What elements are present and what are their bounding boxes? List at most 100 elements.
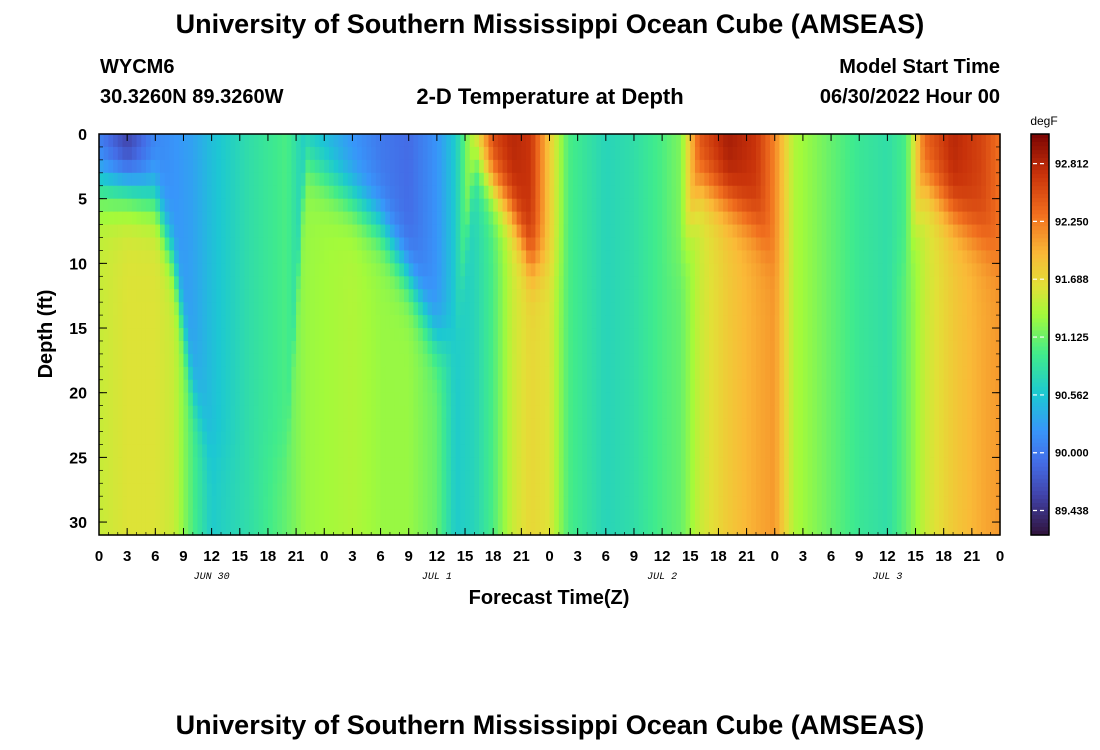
heatmap-cell bbox=[380, 483, 386, 497]
heatmap-cell bbox=[727, 237, 734, 252]
heatmap-cell bbox=[239, 509, 246, 523]
heatmap-cell bbox=[282, 483, 288, 497]
heatmap-cell bbox=[755, 302, 762, 316]
heatmap-cell bbox=[770, 509, 776, 523]
heatmap-cell bbox=[141, 483, 147, 497]
heatmap-cell bbox=[662, 172, 668, 187]
heatmap-cell bbox=[666, 237, 673, 252]
heatmap-cell bbox=[450, 250, 457, 264]
heatmap-cell bbox=[826, 211, 832, 226]
heatmap-cell bbox=[774, 276, 781, 290]
heatmap-cell bbox=[324, 496, 330, 510]
heatmap-cell bbox=[446, 134, 452, 148]
heatmap-cell bbox=[160, 366, 166, 381]
heatmap-cell bbox=[685, 289, 691, 303]
heatmap-cell bbox=[169, 315, 175, 329]
heatmap-cell bbox=[511, 276, 518, 290]
heatmap-cell bbox=[263, 483, 269, 497]
heatmap-cell bbox=[558, 134, 565, 148]
heatmap-cell bbox=[760, 315, 766, 329]
heatmap-cell bbox=[610, 159, 616, 174]
heatmap-cell bbox=[737, 224, 743, 239]
heatmap-cell bbox=[474, 159, 480, 174]
heatmap-cell bbox=[436, 134, 443, 148]
heatmap-cell bbox=[601, 366, 607, 381]
heatmap-cell bbox=[375, 392, 382, 407]
heatmap-cell bbox=[812, 250, 818, 264]
heatmap-cell bbox=[690, 250, 696, 264]
heatmap-cell bbox=[408, 366, 415, 381]
heatmap-cell bbox=[178, 353, 185, 368]
heatmap-cell bbox=[601, 457, 607, 471]
heatmap-cell bbox=[648, 134, 654, 148]
heatmap-cell bbox=[202, 509, 208, 523]
heatmap-cell bbox=[713, 172, 720, 187]
heatmap-cell bbox=[530, 444, 537, 458]
heatmap-cell bbox=[413, 496, 419, 510]
heatmap-cell bbox=[300, 315, 307, 329]
heatmap-cell bbox=[765, 185, 771, 200]
heatmap-cell bbox=[338, 211, 344, 226]
heatmap-cell bbox=[812, 509, 818, 523]
heatmap-cell bbox=[699, 444, 705, 458]
heatmap-cell bbox=[685, 457, 691, 471]
heatmap-cell bbox=[436, 353, 443, 368]
heatmap-cell bbox=[282, 159, 288, 174]
heatmap-cell bbox=[727, 353, 734, 368]
heatmap-cell bbox=[596, 340, 602, 355]
heatmap-cell bbox=[582, 405, 588, 420]
heatmap-cell bbox=[662, 405, 668, 420]
heatmap-cell bbox=[357, 289, 363, 303]
heatmap-cell bbox=[338, 366, 344, 381]
heatmap-cell bbox=[741, 392, 748, 407]
heatmap-cell bbox=[835, 496, 842, 510]
heatmap-cell bbox=[221, 340, 227, 355]
heatmap-cell bbox=[108, 522, 114, 536]
heatmap-cell bbox=[835, 444, 842, 458]
heatmap-cell bbox=[441, 483, 447, 497]
heatmap-cell bbox=[221, 496, 227, 510]
heatmap-cell bbox=[413, 172, 419, 187]
heatmap-cell bbox=[404, 198, 410, 213]
heatmap-cell bbox=[474, 418, 480, 433]
heatmap-cell bbox=[192, 134, 199, 148]
heatmap-cell bbox=[784, 172, 790, 187]
heatmap-cell bbox=[319, 172, 325, 187]
heatmap-cell bbox=[122, 289, 128, 303]
heatmap-cell bbox=[258, 198, 264, 213]
heatmap-cell bbox=[389, 418, 396, 433]
heatmap-cell bbox=[239, 302, 246, 316]
heatmap-cell bbox=[704, 211, 710, 226]
heatmap-cell bbox=[103, 263, 109, 277]
heatmap-cell bbox=[770, 392, 776, 407]
heatmap-cell bbox=[784, 418, 790, 433]
heatmap-cell bbox=[408, 470, 415, 484]
heatmap-cell bbox=[755, 250, 762, 264]
heatmap-cell bbox=[713, 353, 720, 368]
heatmap-cell bbox=[835, 366, 842, 381]
heatmap-cell bbox=[694, 172, 701, 187]
heatmap-cell bbox=[770, 496, 776, 510]
heatmap-cell bbox=[432, 418, 438, 433]
heatmap-cell bbox=[521, 328, 527, 342]
heatmap-cell bbox=[188, 289, 194, 303]
heatmap-cell bbox=[239, 289, 246, 303]
heatmap-cell bbox=[521, 405, 527, 420]
heatmap-cell bbox=[587, 134, 593, 148]
heatmap-cell bbox=[174, 302, 180, 316]
heatmap-cell bbox=[117, 418, 124, 433]
heatmap-cell bbox=[615, 328, 621, 342]
heatmap-cell bbox=[422, 483, 429, 497]
heatmap-cell bbox=[770, 444, 776, 458]
heatmap-cell bbox=[141, 328, 147, 342]
heatmap-cell bbox=[183, 496, 189, 510]
heatmap-cell bbox=[305, 263, 311, 277]
heatmap-cell bbox=[460, 328, 466, 342]
heatmap-cell bbox=[760, 340, 766, 355]
heatmap-cell bbox=[591, 224, 598, 239]
heatmap-cell bbox=[596, 302, 602, 316]
heatmap-cell bbox=[399, 483, 405, 497]
heatmap-cell bbox=[605, 263, 612, 277]
heatmap-cell bbox=[741, 418, 748, 433]
heatmap-cell bbox=[615, 302, 621, 316]
